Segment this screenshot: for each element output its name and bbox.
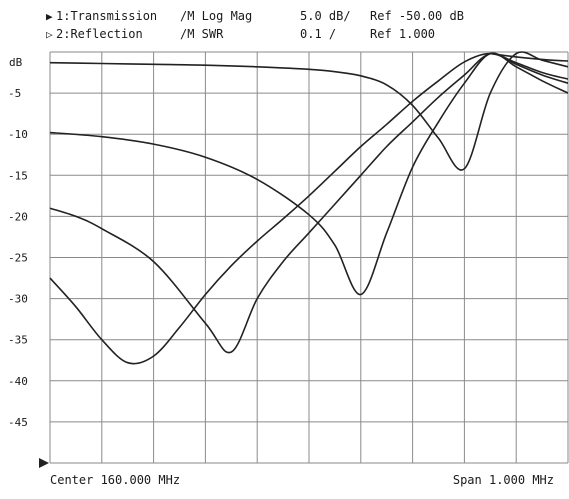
channel1-marker: ▶ xyxy=(46,10,53,23)
y-tick-label: -5 xyxy=(8,87,21,100)
y-tick-label: -35 xyxy=(8,334,28,347)
traces xyxy=(49,51,569,365)
trace-4 xyxy=(49,52,569,365)
y-tick-label: -25 xyxy=(8,252,28,265)
reference-position-arrow xyxy=(39,458,49,468)
channel1-format: /M Log Mag xyxy=(180,9,252,23)
channel2-scale: 0.1 / xyxy=(300,27,336,41)
graticule xyxy=(49,51,569,464)
channel2-marker: ▷ xyxy=(46,28,53,41)
y-tick-label: -15 xyxy=(8,169,28,182)
y-axis-unit-label: dB xyxy=(9,56,23,69)
channel2-label: 2:Reflection xyxy=(56,27,143,41)
channel1-label: 1:Transmission xyxy=(56,9,157,23)
trace-1 xyxy=(49,51,569,171)
channel2-ref: Ref 1.000 xyxy=(370,27,435,41)
channel1-ref: Ref -50.00 dB xyxy=(370,9,464,23)
channel2-format: /M SWR xyxy=(180,27,224,41)
y-tick-label: -45 xyxy=(8,416,28,429)
y-tick-label: -30 xyxy=(8,293,28,306)
y-tick-labels: -5 -10 -15 -20 -25 -30 -35 -40 -45 xyxy=(8,87,28,429)
y-tick-label: -10 xyxy=(8,128,28,141)
span-label: Span 1.000 MHz xyxy=(453,473,554,487)
channel1-scale: 5.0 dB/ xyxy=(300,9,351,23)
y-tick-label: -20 xyxy=(8,210,28,223)
y-tick-label: -40 xyxy=(8,375,28,388)
trace-5 xyxy=(490,52,569,62)
center-frequency-label: Center 160.000 MHz xyxy=(50,473,180,487)
